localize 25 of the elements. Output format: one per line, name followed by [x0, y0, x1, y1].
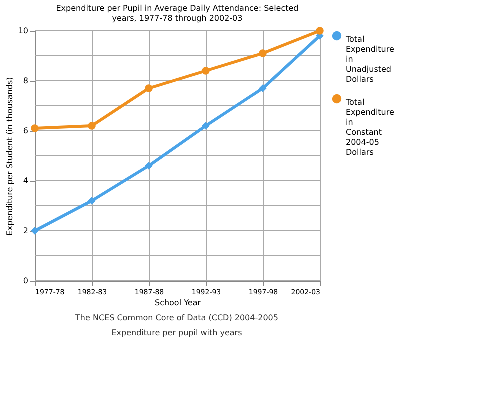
point	[31, 124, 39, 132]
y-tick-label: 2	[23, 226, 28, 236]
x-axis-title: School Year	[154, 298, 202, 308]
legend-label: Total Expenditure in Constant 2004-05 Dollars	[345, 98, 394, 157]
point	[88, 122, 96, 130]
text: Expenditure per Pupil in Average Daily Attendance: Selected	[56, 4, 299, 13]
text: years, 1977-78 through 2002-03	[112, 14, 243, 23]
y-axis-title: Expenditure per Student (in thousands)	[5, 77, 14, 236]
point	[202, 67, 210, 75]
text: Expenditure per pupil with years	[112, 328, 242, 338]
point	[316, 27, 324, 35]
point	[145, 84, 153, 92]
y-tick-label: 4	[23, 176, 28, 186]
text: The NCES Common Core of Data (CCD) 2004-2005	[74, 314, 278, 322]
point	[88, 197, 96, 205]
y-tick-label: 10	[18, 26, 28, 36]
legend-label: Total Expenditure in Unadjusted Dollars	[345, 35, 394, 84]
point	[259, 84, 267, 92]
y-tick-label: 6	[23, 126, 28, 136]
point	[31, 227, 39, 235]
point	[145, 162, 153, 170]
point	[202, 122, 210, 130]
y-tick-label: 8	[23, 76, 28, 86]
point	[259, 50, 267, 58]
y-tick-label: 0	[23, 276, 28, 286]
